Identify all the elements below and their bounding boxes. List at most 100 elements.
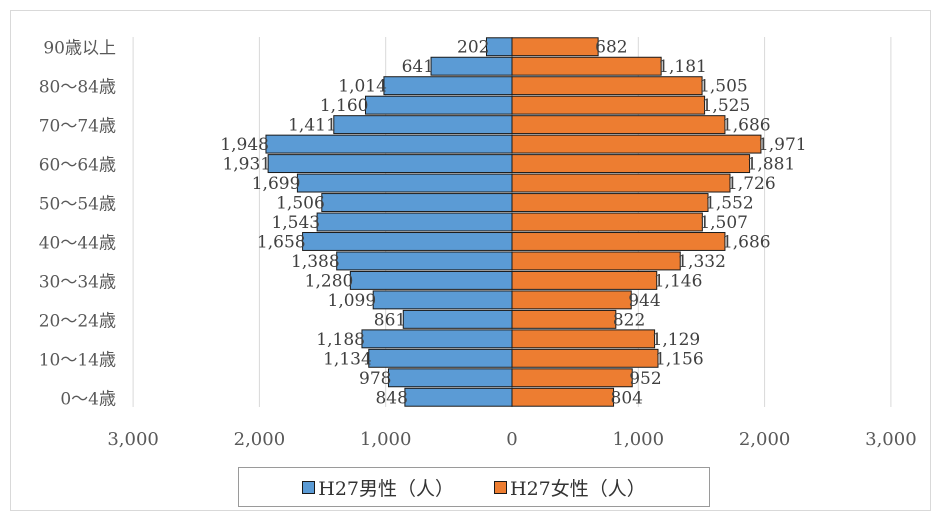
category-label: 80～84歳 <box>39 78 116 98</box>
category-label: 40～44歳 <box>39 233 116 253</box>
data-label-female: 1,332 <box>677 252 726 272</box>
category-label: 90歳以上 <box>43 39 116 59</box>
data-label-male: 861 <box>374 310 406 330</box>
x-tick-label: 0 <box>506 429 517 450</box>
bar-male <box>387 368 513 388</box>
bar-male <box>361 329 513 349</box>
category-label: 10～14歳 <box>39 350 116 370</box>
category-label: 70～74歳 <box>39 117 116 137</box>
bar-female <box>511 251 681 271</box>
data-label-male: 1,280 <box>305 271 354 291</box>
data-label-male: 202 <box>457 38 489 58</box>
category-label: 60～64歳 <box>39 156 116 176</box>
data-label-female: 1,881 <box>747 155 796 175</box>
legend-swatch-male <box>302 480 316 494</box>
data-label-female: 1,552 <box>705 194 754 214</box>
bar-female <box>511 37 599 57</box>
bar-male <box>333 115 513 135</box>
bar-male <box>368 348 513 368</box>
data-label-male: 1,658 <box>257 232 306 252</box>
data-label-female: 1,525 <box>702 96 751 116</box>
data-label-female: 1,156 <box>655 349 704 369</box>
x-tick-label: 2,000 <box>234 429 286 450</box>
bar-female <box>511 290 632 310</box>
legend-item-male: H27男性（人） <box>302 474 454 501</box>
category-label: 0～4歳 <box>60 389 116 409</box>
data-label-female: 1,505 <box>699 77 748 97</box>
x-tick-label: 1,000 <box>360 429 412 450</box>
data-label-male: 1,134 <box>323 349 372 369</box>
bar-female <box>511 387 615 407</box>
bar-male <box>402 309 513 329</box>
data-label-male: 1,543 <box>271 213 320 233</box>
data-label-female: 1,686 <box>722 232 771 252</box>
data-label-female: 944 <box>628 291 660 311</box>
legend: H27男性（人） H27女性（人） <box>238 467 710 507</box>
bar-female <box>511 193 709 212</box>
bar-male <box>430 56 513 76</box>
legend-label-female: H27女性（人） <box>510 477 646 500</box>
bar-male <box>364 95 513 115</box>
bar-male <box>336 251 513 271</box>
bar-male <box>349 270 513 290</box>
data-label-female: 804 <box>611 388 643 408</box>
data-label-male: 1,160 <box>320 96 369 116</box>
x-tick-label: 3,000 <box>107 429 159 450</box>
bar-female <box>511 309 617 329</box>
bar-female <box>511 56 662 76</box>
bar-male <box>302 232 513 251</box>
data-label-female: 1,726 <box>727 174 776 194</box>
category-label: 30～34歳 <box>39 272 116 292</box>
bar-female <box>511 95 706 115</box>
chart-border <box>10 10 931 511</box>
data-label-male: 848 <box>375 388 407 408</box>
data-label-female: 682 <box>595 38 627 58</box>
data-label-female: 952 <box>629 369 661 389</box>
bar-female <box>511 348 659 368</box>
bar-male <box>404 387 513 407</box>
bar-male <box>372 290 513 310</box>
category-label: 50～54歳 <box>39 195 116 215</box>
data-label-male: 641 <box>402 57 434 77</box>
legend-item-female: H27女性（人） <box>494 474 646 501</box>
bar-female <box>511 134 762 154</box>
bar-male <box>383 76 513 96</box>
bar-male <box>485 37 513 57</box>
legend-swatch-female <box>494 480 507 494</box>
bar-male <box>265 134 513 154</box>
category-label: 20～24歳 <box>39 311 116 331</box>
data-label-male: 978 <box>359 369 391 389</box>
bar-female <box>511 232 726 251</box>
bar-female <box>511 173 731 193</box>
data-label-male: 1,099 <box>328 291 377 311</box>
data-label-male: 1,699 <box>252 174 301 194</box>
bar-male <box>316 212 513 232</box>
bar-male <box>267 154 513 174</box>
data-label-female: 1,146 <box>654 271 703 291</box>
data-label-female: 1,181 <box>658 57 707 77</box>
bar-female <box>511 270 658 290</box>
bar-male <box>296 173 513 193</box>
data-label-female: 1,971 <box>758 135 807 155</box>
legend-label-male: H27男性（人） <box>318 477 454 500</box>
x-tick-label: 1,000 <box>613 429 665 450</box>
data-label-male: 1,188 <box>316 330 365 350</box>
data-label-male: 1,388 <box>291 252 340 272</box>
bar-female <box>511 76 703 96</box>
bar-male <box>321 193 513 212</box>
data-label-female: 822 <box>613 310 645 330</box>
data-label-female: 1,686 <box>722 116 771 136</box>
bar-female <box>511 115 726 135</box>
bar-female <box>511 368 633 388</box>
x-tick-label: 2,000 <box>739 429 791 450</box>
bar-female <box>511 329 656 349</box>
data-label-female: 1,129 <box>652 330 701 350</box>
data-label-male: 1,506 <box>276 194 325 214</box>
bar-female <box>511 154 751 174</box>
x-tick-label: 3,000 <box>865 429 917 450</box>
data-label-female: 1,507 <box>699 213 748 233</box>
data-label-male: 1,014 <box>338 77 387 97</box>
bar-female <box>511 212 703 232</box>
